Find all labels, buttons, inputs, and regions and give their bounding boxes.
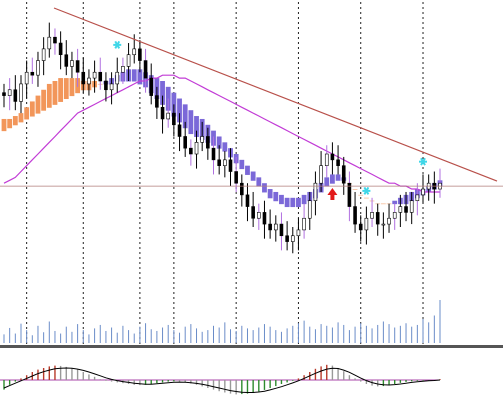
candle-body-53 bbox=[302, 217, 306, 231]
fractal-asterisk-icon-1 bbox=[362, 186, 371, 195]
fractal-stroke-1-120 bbox=[363, 186, 370, 195]
fractal-stroke-2-120 bbox=[420, 157, 426, 166]
candle-body-62 bbox=[353, 206, 357, 225]
up-arrow-icon-0 bbox=[327, 188, 338, 201]
divider-bar bbox=[0, 345, 503, 348]
candle-body-36 bbox=[206, 136, 210, 149]
candle-body-51 bbox=[290, 235, 295, 242]
candle-body-58 bbox=[330, 153, 335, 161]
candle-body-45 bbox=[257, 212, 261, 219]
candle-body-50 bbox=[285, 235, 289, 242]
candle-body-34 bbox=[194, 142, 199, 155]
candle-body-64 bbox=[364, 217, 369, 231]
fractal-stroke-0-120 bbox=[114, 40, 121, 49]
candle-body-52 bbox=[296, 229, 301, 237]
candle-body-24 bbox=[138, 48, 142, 61]
candle-body-33 bbox=[189, 147, 193, 155]
candle-body-3 bbox=[19, 83, 23, 102]
candle-body-56 bbox=[319, 165, 323, 184]
candle-body-7 bbox=[41, 48, 46, 61]
candle-body-47 bbox=[268, 223, 272, 231]
candle-body-8 bbox=[47, 36, 52, 50]
candle-body-71 bbox=[404, 206, 408, 213]
candle-body-70 bbox=[398, 206, 403, 213]
candle-body-35 bbox=[200, 136, 204, 143]
oscillator-panel bbox=[0, 364, 441, 395]
candle-body-15 bbox=[87, 77, 91, 85]
candle-body-32 bbox=[183, 136, 187, 149]
candle-body-22 bbox=[126, 54, 131, 67]
trendline bbox=[53, 7, 498, 182]
candle-body-37 bbox=[211, 147, 216, 161]
candle-body-63 bbox=[358, 223, 363, 231]
candle-body-30 bbox=[172, 112, 176, 126]
candles bbox=[2, 22, 442, 254]
candle-body-49 bbox=[279, 223, 284, 237]
candle-body-19 bbox=[109, 83, 114, 91]
panel-divider bbox=[0, 345, 503, 348]
candle-body-39 bbox=[223, 159, 227, 166]
candle-body-44 bbox=[251, 206, 255, 219]
long-ma-line bbox=[3, 74, 440, 193]
candle-body-59 bbox=[336, 159, 340, 166]
candle-body-69 bbox=[392, 212, 397, 219]
candle-body-43 bbox=[245, 194, 250, 207]
candle-body-2 bbox=[13, 89, 18, 102]
candle-body-60 bbox=[341, 165, 346, 184]
drawn-lines bbox=[0, 7, 503, 187]
candle-body-72 bbox=[409, 200, 414, 213]
candle-body-10 bbox=[58, 42, 63, 56]
candle-body-65 bbox=[370, 212, 374, 219]
candle-body-13 bbox=[75, 60, 80, 73]
markers bbox=[113, 40, 428, 201]
candle-body-57 bbox=[324, 153, 329, 166]
grid-lines bbox=[26, 2, 424, 345]
candle-body-9 bbox=[53, 36, 57, 44]
candle-body-28 bbox=[160, 106, 165, 120]
candle-body-12 bbox=[70, 60, 74, 67]
candle-body-54 bbox=[307, 200, 312, 219]
candle-body-74 bbox=[421, 188, 425, 196]
candle-body-42 bbox=[240, 182, 244, 196]
candle-body-48 bbox=[273, 223, 278, 231]
candle-body-26 bbox=[149, 77, 154, 96]
candle-body-27 bbox=[155, 95, 159, 108]
candle-body-0 bbox=[2, 92, 6, 96]
candle-body-18 bbox=[104, 80, 108, 91]
fractal-asterisk-icon-0 bbox=[113, 40, 122, 49]
candle-body-29 bbox=[166, 112, 171, 120]
candle-body-68 bbox=[387, 217, 391, 225]
candle-body-20 bbox=[115, 71, 120, 85]
candle-body-31 bbox=[177, 124, 182, 137]
candle-body-16 bbox=[92, 71, 97, 79]
candle-body-25 bbox=[143, 60, 148, 79]
osc-signal-line bbox=[3, 367, 441, 393]
candle-body-14 bbox=[81, 71, 86, 85]
volume-bars bbox=[3, 300, 441, 343]
candle-body-55 bbox=[313, 182, 318, 202]
candle-body-17 bbox=[98, 71, 103, 82]
candle-body-46 bbox=[262, 212, 267, 225]
candle-body-73 bbox=[415, 194, 420, 202]
candle-body-67 bbox=[381, 223, 386, 226]
candle-body-4 bbox=[24, 71, 29, 85]
candle-body-1 bbox=[7, 89, 12, 96]
candle-body-61 bbox=[347, 182, 352, 207]
candle-body-38 bbox=[217, 159, 221, 166]
fractal-asterisk-icon-2 bbox=[419, 157, 428, 166]
candle-body-11 bbox=[64, 54, 69, 67]
candle-body-41 bbox=[234, 171, 238, 184]
candle-body-21 bbox=[121, 66, 125, 73]
slow-ma-line bbox=[3, 74, 440, 193]
candle-body-23 bbox=[132, 48, 137, 56]
candle-body-5 bbox=[30, 71, 35, 76]
candle-body-66 bbox=[375, 212, 380, 225]
candle-body-40 bbox=[228, 159, 233, 172]
candle-body-6 bbox=[36, 60, 40, 76]
